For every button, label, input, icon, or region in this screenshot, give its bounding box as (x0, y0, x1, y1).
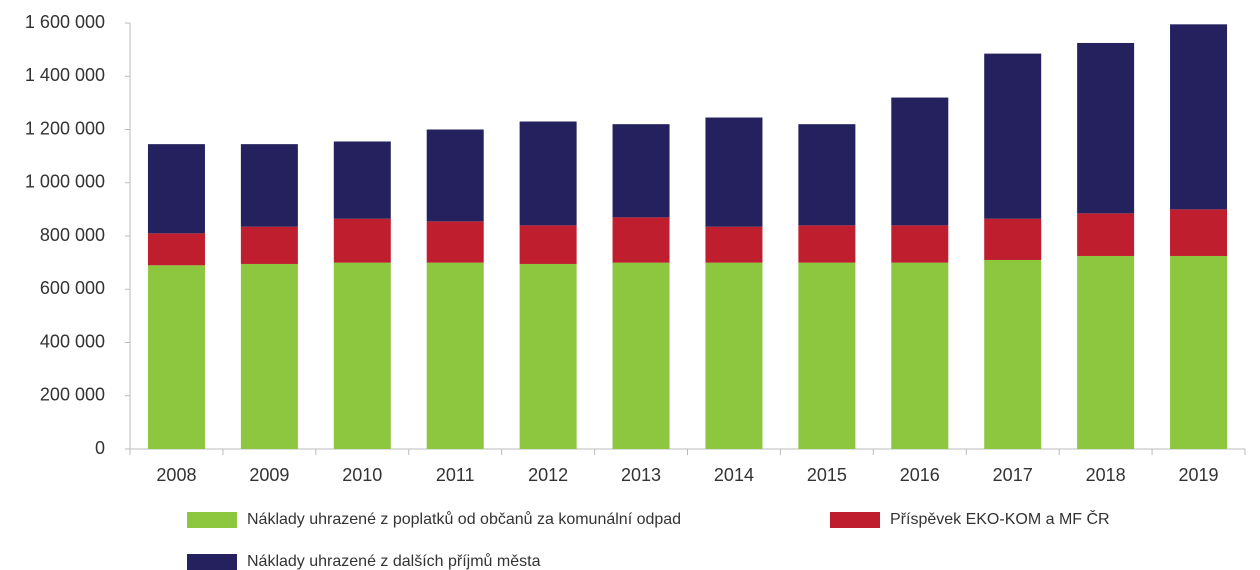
y-tick-label: 600 000 (40, 278, 105, 298)
bar-segment (333, 218, 391, 263)
legend-swatch (187, 554, 237, 570)
legend-label: Náklady uhrazené z dalších příjmů města (247, 552, 541, 570)
y-tick-label: 1 000 000 (25, 172, 105, 192)
bar-segment (240, 226, 298, 264)
bar-segment (612, 217, 670, 263)
y-tick-label: 0 (95, 438, 105, 458)
bar-segment (798, 124, 856, 226)
bar-segment (519, 225, 577, 264)
x-tick-label: 2008 (156, 465, 196, 485)
bar-segment (891, 225, 949, 263)
bar-segment (426, 262, 484, 449)
bar-segment (147, 144, 205, 234)
bar-segment (1077, 213, 1135, 256)
bar-segment (333, 141, 391, 219)
legend-label: Příspěvek EKO-KOM a MF ČR (890, 509, 1110, 528)
bar-segment (240, 263, 298, 449)
y-tick-label: 400 000 (40, 331, 105, 351)
bar-segment (426, 221, 484, 263)
x-tick-label: 2010 (342, 465, 382, 485)
x-tick-label: 2011 (436, 465, 475, 485)
y-tick-label: 800 000 (40, 225, 105, 245)
bar-segment (705, 117, 763, 227)
bar-segment (798, 225, 856, 263)
bar-segment (612, 262, 670, 449)
x-tick-label: 2014 (714, 465, 754, 485)
y-tick-label: 1 600 000 (25, 12, 105, 32)
x-tick-label: 2009 (249, 465, 289, 485)
x-tick-label: 2015 (807, 465, 847, 485)
bar-segment (612, 124, 670, 218)
bar-segment (984, 218, 1042, 260)
legend-label: Náklady uhrazené z poplatků od občanů za… (247, 510, 681, 528)
bar-segment (519, 263, 577, 449)
x-tick-label: 2019 (1179, 465, 1219, 485)
bar-segment (798, 262, 856, 449)
bar-segment (1170, 24, 1228, 210)
bar-segment (1077, 42, 1135, 214)
bar-segment (147, 265, 205, 449)
bar-segment (984, 259, 1042, 449)
x-tick-label: 2012 (528, 465, 568, 485)
legend-swatch (187, 512, 237, 528)
bar-segment (333, 262, 391, 449)
bar-segment (1170, 255, 1228, 449)
y-tick-label: 1 400 000 (25, 65, 105, 85)
bar-segment (147, 233, 205, 266)
x-tick-label: 2016 (900, 465, 940, 485)
bar-segment (240, 144, 298, 227)
bar-segment (705, 226, 763, 263)
bar-segment (891, 97, 949, 226)
bar-segment (705, 262, 763, 449)
y-tick-label: 1 200 000 (25, 118, 105, 138)
legend-swatch (830, 512, 880, 528)
x-tick-label: 2013 (621, 465, 661, 485)
y-tick-label: 200 000 (40, 385, 105, 405)
bar-segment (984, 53, 1042, 219)
bar-segment (519, 121, 577, 226)
x-tick-label: 2017 (993, 465, 1033, 485)
x-tick-label: 2018 (1086, 465, 1126, 485)
bar-segment (1077, 255, 1135, 449)
bar-segment (1170, 209, 1228, 256)
bar-segment (426, 129, 484, 222)
bar-segment (891, 262, 949, 449)
